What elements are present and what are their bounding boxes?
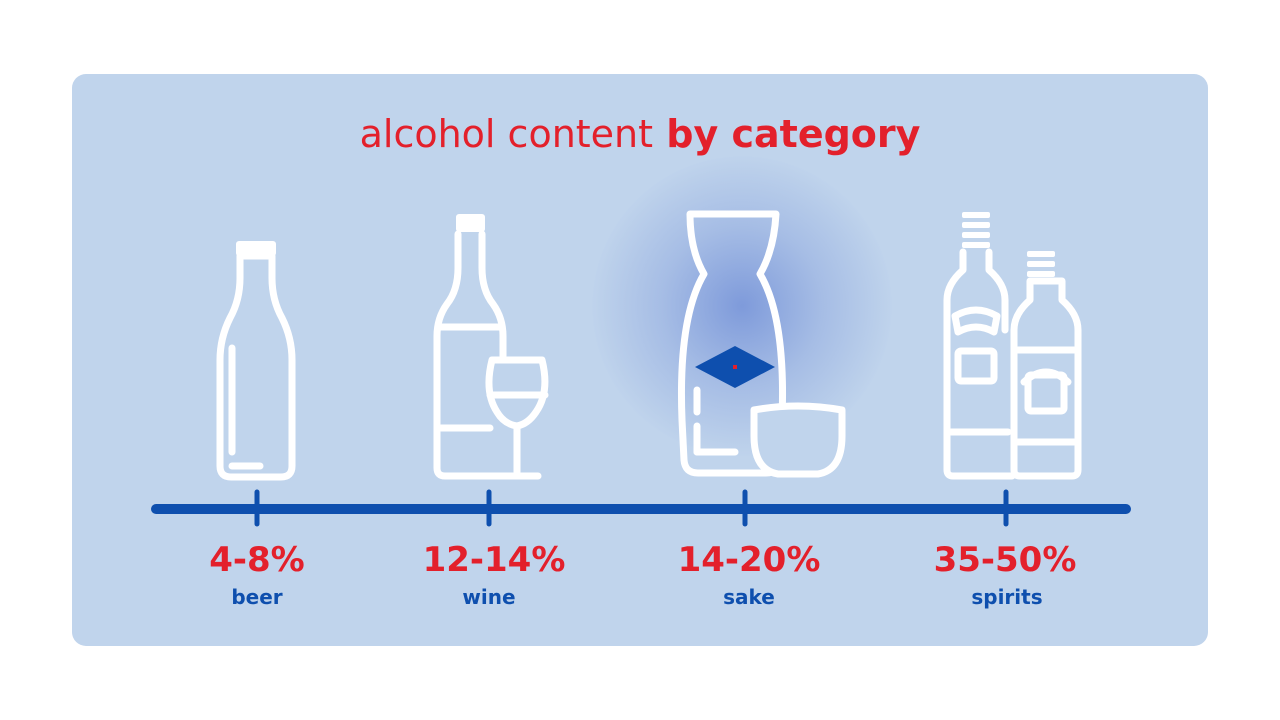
sake-carafe-cup-icon <box>677 210 846 478</box>
sake-label: sake <box>723 585 775 609</box>
title-bold: by category <box>666 112 921 156</box>
spirits-bottles-icon <box>943 212 1082 480</box>
sake-percent: 14-20% <box>677 540 821 580</box>
wine-label: wine <box>462 585 516 609</box>
wine-bottle-glass-icon <box>433 214 549 480</box>
title-light: alcohol content <box>359 112 654 156</box>
highlight-glow <box>592 156 892 456</box>
beer-label: beer <box>231 585 283 609</box>
timeline <box>151 489 1131 527</box>
beer-percent: 4-8% <box>209 540 305 580</box>
beer-bottle-icon <box>216 241 296 481</box>
page-title: alcohol content by category <box>0 112 1280 156</box>
spirits-percent: 35-50% <box>933 540 1077 580</box>
wine-percent: 12-14% <box>422 540 566 580</box>
spirits-label: spirits <box>971 585 1043 609</box>
